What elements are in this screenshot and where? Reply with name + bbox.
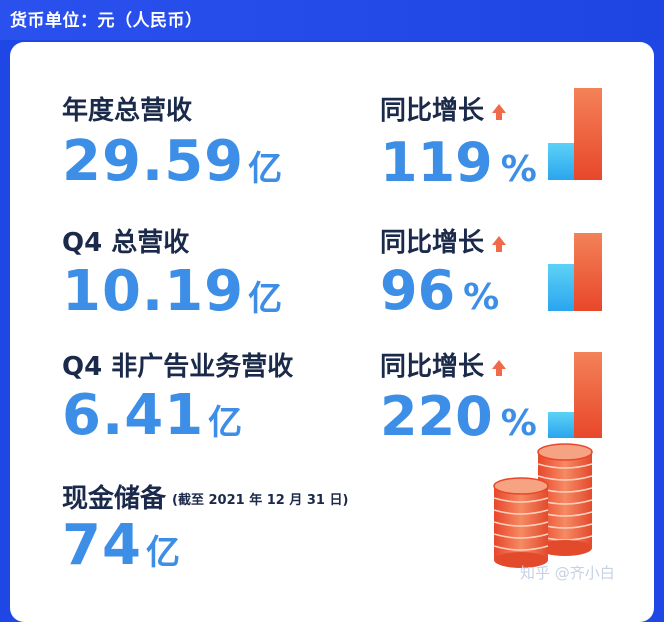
bar-current-year xyxy=(574,88,602,180)
growth-label-q4-non-ad: 同比增长 xyxy=(380,346,507,383)
growth-label-annual: 同比增长 xyxy=(380,90,507,127)
metric-value-q4-revenue: 10.19 亿 xyxy=(62,264,283,320)
growth-number: 96 xyxy=(380,259,456,322)
cash-reserve-unit: 亿 xyxy=(145,533,181,573)
comparison-bars-q4 xyxy=(544,233,604,311)
annual-revenue-number: 29.59 xyxy=(62,129,245,194)
growth-label-text: 同比增长 xyxy=(380,352,485,382)
q4-non-ad-revenue-unit: 亿 xyxy=(208,403,244,443)
growth-value-q4-non-ad: 220% xyxy=(380,390,537,444)
up-arrow-icon xyxy=(492,360,507,376)
zhihu-watermark: 知乎 @齐小白 xyxy=(520,564,615,582)
growth-value-q4: 96% xyxy=(380,264,499,318)
metric-value-cash-reserve: 74 亿 xyxy=(62,518,181,574)
bar-current-year xyxy=(574,352,602,438)
percent-sign: % xyxy=(500,403,537,444)
cash-reserve-date-note: (截至 2021 年 12 月 31 日) xyxy=(172,493,349,508)
growth-label-text: 同比增长 xyxy=(380,96,485,126)
growth-number: 119 xyxy=(380,131,493,194)
metric-label-q4-revenue: Q4 总营收 xyxy=(62,228,190,258)
metric-value-annual-revenue: 29.59 亿 xyxy=(62,134,283,190)
growth-number: 220 xyxy=(380,385,493,448)
percent-sign: % xyxy=(463,277,500,318)
comparison-bars-annual xyxy=(544,88,604,180)
coin-stack-icon xyxy=(493,443,593,568)
metric-label-q4-non-ad-revenue: Q4 非广告业务营收 xyxy=(62,352,294,382)
percent-sign: % xyxy=(500,149,537,190)
q4-non-ad-revenue-number: 6.41 xyxy=(62,383,205,448)
up-arrow-icon xyxy=(492,104,507,120)
bar-current-year xyxy=(574,233,602,311)
coin-stack-front xyxy=(493,477,549,568)
header-bar: 货币单位：元（人民币） xyxy=(0,0,664,40)
metric-label-annual-revenue: 年度总营收 xyxy=(62,96,193,126)
metric-label-cash-reserve: 现金储备 (截至 2021 年 12 月 31 日) xyxy=(62,478,348,515)
growth-value-annual: 119% xyxy=(380,136,537,190)
up-arrow-icon xyxy=(492,236,507,252)
growth-label-text: 同比增长 xyxy=(380,228,485,258)
metric-value-q4-non-ad-revenue: 6.41 亿 xyxy=(62,388,243,444)
annual-revenue-unit: 亿 xyxy=(248,149,284,189)
bar-previous-year xyxy=(548,143,574,180)
bar-previous-year xyxy=(548,412,574,438)
cash-reserve-label: 现金储备 xyxy=(62,484,167,514)
currency-label: 货币单位：元（人民币） xyxy=(10,11,203,31)
q4-revenue-unit: 亿 xyxy=(248,279,284,319)
q4-revenue-number: 10.19 xyxy=(62,259,245,324)
metrics-card: 年度总营收 29.59 亿 同比增长 119% Q4 总营收 10.19 亿 同比增… xyxy=(10,42,654,622)
cash-reserve-number: 74 xyxy=(62,513,142,578)
comparison-bars-q4-non-ad xyxy=(544,352,604,438)
growth-label-q4: 同比增长 xyxy=(380,222,507,259)
bar-previous-year xyxy=(548,264,574,311)
